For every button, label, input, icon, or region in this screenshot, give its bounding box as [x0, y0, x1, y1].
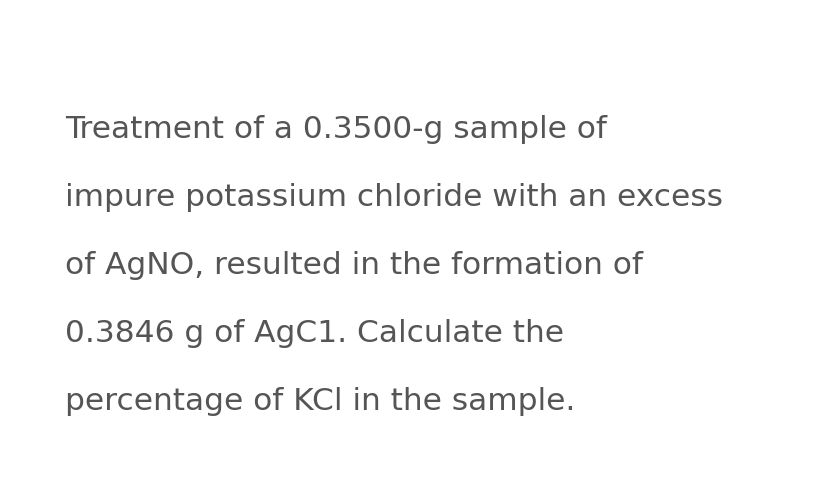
- Text: Treatment of a 0.3500-g sample of: Treatment of a 0.3500-g sample of: [65, 115, 607, 144]
- Text: of AgNO, resulted in the formation of: of AgNO, resulted in the formation of: [65, 251, 643, 280]
- Text: impure potassium chloride with an excess: impure potassium chloride with an excess: [65, 183, 723, 212]
- Text: 0.3846 g of AgC1. Calculate the: 0.3846 g of AgC1. Calculate the: [65, 319, 564, 348]
- Text: percentage of KCl in the sample.: percentage of KCl in the sample.: [65, 387, 576, 416]
